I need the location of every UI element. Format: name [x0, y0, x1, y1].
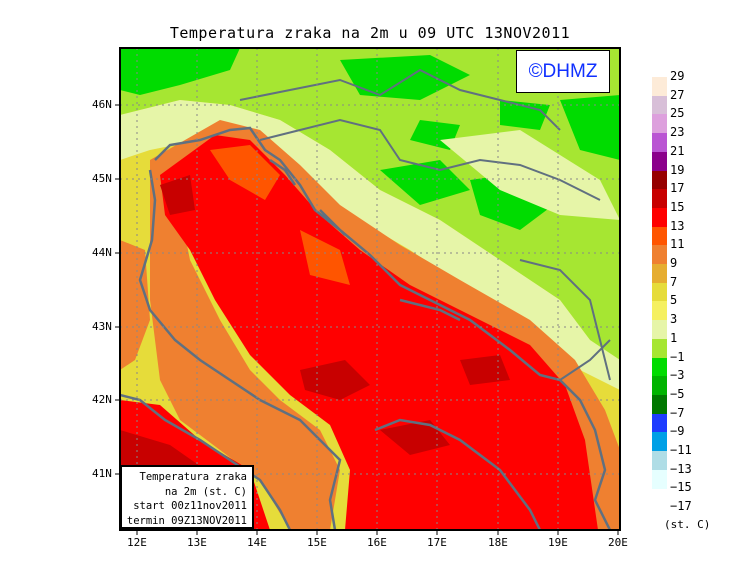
legend-swatch: [652, 320, 667, 340]
legend-swatch: [652, 264, 667, 283]
legend-swatch: [652, 432, 667, 452]
legend-swatch: [652, 95, 667, 115]
legend-swatch: [652, 376, 667, 396]
info-box: Temperatura zraka na 2m (st. C) start 00…: [120, 465, 254, 529]
legend-label: 25: [670, 106, 685, 121]
legend-label: 3: [670, 312, 678, 327]
legend-label: −17: [670, 499, 692, 514]
lon-label: 13E: [187, 536, 207, 549]
lat-label: 45N: [92, 172, 112, 185]
pale-band: [120, 100, 620, 390]
legend-label: −5: [670, 386, 685, 401]
map-frame: [119, 47, 621, 531]
legend-label: −13: [670, 461, 692, 476]
sea-red: [160, 135, 598, 530]
lon-label: 16E: [367, 536, 387, 549]
border-lines: [239, 68, 611, 381]
lon-label: 20E: [608, 536, 628, 549]
dhmz-watermark: ©DHMZ: [516, 50, 610, 93]
legend-label: −1: [670, 349, 685, 364]
lon-label: 18E: [488, 536, 508, 549]
lon-label: 19E: [548, 536, 568, 549]
legend-swatch: [652, 357, 667, 377]
legend-swatch: [652, 451, 667, 470]
legend-swatch: [652, 170, 667, 190]
legend-label: 1: [670, 330, 678, 345]
legend-label: 15: [670, 199, 685, 214]
legend-swatch: [652, 151, 667, 171]
legend-label: 21: [670, 143, 685, 158]
graticule: [120, 48, 620, 530]
info-line: start 00z11nov2011: [133, 500, 247, 512]
legend-swatch: [652, 469, 667, 489]
legend-swatch: [652, 226, 667, 246]
lat-label: 46N: [92, 98, 112, 111]
legend-swatch: [652, 77, 667, 96]
sea-redorange-edge: [210, 145, 350, 285]
legend-label: 7: [670, 274, 678, 289]
info-line: na 2m (st. C): [164, 485, 247, 498]
legend-label: 17: [670, 181, 685, 196]
lat-label: 42N: [92, 393, 112, 406]
lat-label: 43N: [92, 320, 112, 333]
legend-label: 11: [670, 237, 685, 252]
lon-label: 17E: [427, 536, 447, 549]
legend-swatch: [652, 301, 667, 321]
legend-label: −15: [670, 480, 692, 495]
legend-swatch: [652, 207, 667, 227]
axis-ticks: [115, 104, 619, 535]
legend-label: 13: [670, 218, 685, 233]
legend-label: −9: [670, 424, 685, 439]
green-region: [120, 48, 620, 360]
orange-band: [150, 120, 620, 530]
legend-swatch: [652, 394, 667, 414]
legend-label: 29: [670, 69, 685, 83]
lat-label: 44N: [92, 246, 112, 259]
legend-label: 23: [670, 125, 685, 140]
legend-label: 5: [670, 293, 678, 308]
legend-label: 19: [670, 162, 685, 177]
legend-label: −7: [670, 405, 685, 420]
coastline: [120, 126, 612, 530]
lon-label: 14E: [247, 536, 267, 549]
legend-label: −3: [670, 368, 685, 383]
legend-swatch: [652, 338, 667, 358]
legend-label: 27: [670, 87, 685, 102]
map-title: Temperatura zraka na 2m u 09 UTC 13NOV20…: [169, 24, 571, 42]
legend-swatch: [652, 245, 667, 265]
legend-swatch: [652, 413, 667, 433]
lon-label: 12E: [127, 536, 147, 549]
lon-label: 15E: [307, 536, 327, 549]
legend-swatch: [652, 282, 667, 302]
legend-units: (st. C): [664, 518, 711, 531]
info-line: Temperatura zraka: [139, 471, 247, 483]
legend-swatch: [652, 133, 667, 153]
legend-swatch: [652, 114, 667, 134]
legend-label: −11: [670, 443, 692, 457]
legend-label: 9: [670, 256, 678, 270]
lat-label: 41N: [92, 467, 112, 480]
info-line: termin 09Z13NOV2011: [126, 514, 247, 527]
legend-swatch: [652, 189, 667, 209]
